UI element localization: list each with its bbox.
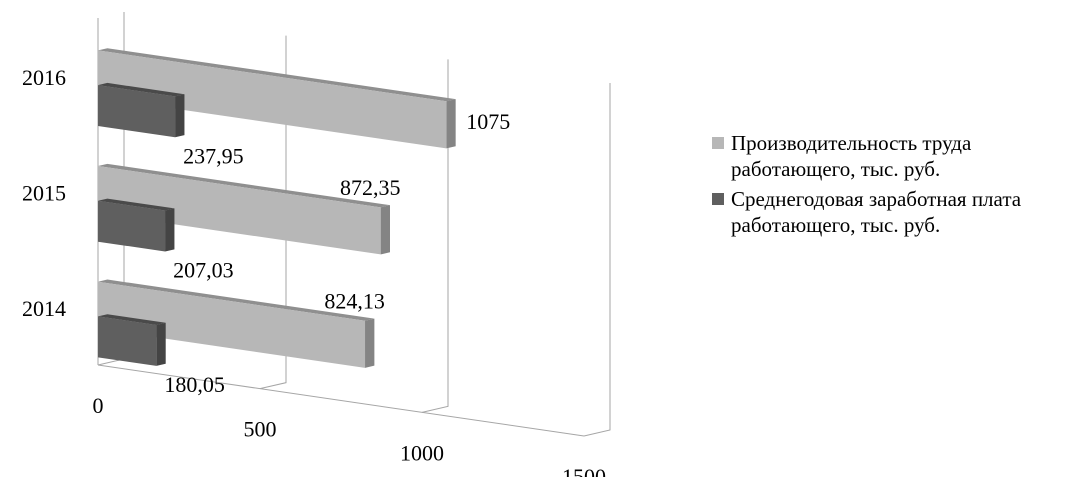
gridline-500 [259, 35, 287, 390]
y-category-label: 2014 [22, 296, 66, 321]
legend-swatch-salary [712, 193, 724, 205]
x-tick-label: 500 [244, 417, 277, 442]
x-tick-label: 1000 [400, 440, 444, 465]
legend-item-salary: Среднегодовая заработная плата работающе… [712, 186, 1062, 238]
y-category-label: 2015 [22, 181, 66, 206]
bar-end-productivity [446, 99, 456, 149]
legend-swatch-productivity [712, 137, 724, 149]
data-label-productivity: 1075 [466, 109, 510, 134]
bar-productivity [98, 50, 447, 149]
legend-item-productivity: Производительность труда работающего, ты… [712, 130, 1062, 182]
x-tick-label: 1500 [562, 464, 606, 477]
bar-end-productivity [365, 318, 375, 368]
y-category-label: 2016 [22, 65, 66, 90]
bar-salary [98, 85, 176, 138]
bar-productivity [98, 166, 381, 255]
gridline-1000 [421, 59, 449, 413]
bar-top-salary [98, 198, 175, 211]
legend-label-salary: Среднегодовая заработная плата работающе… [731, 187, 1022, 237]
bar-end-salary [165, 208, 175, 252]
bar-top-salary [98, 82, 185, 97]
bar-end-salary [175, 94, 185, 138]
bar-end-salary [156, 322, 166, 366]
chart-labels: 0 500 1000 1500 2014 824,13 180,05 2015 872,35 20… [22, 65, 606, 477]
bar-salary [98, 200, 166, 252]
bar-end-productivity [380, 205, 391, 255]
chart-bars [98, 48, 456, 368]
x-axis-line [97, 364, 585, 437]
x-tick-label: 0 [93, 393, 104, 418]
data-label-salary: 207,03 [173, 257, 234, 282]
bar-top-productivity [98, 163, 391, 208]
gridline-1500 [583, 83, 611, 437]
bar-top-productivity [98, 48, 456, 102]
bar-top-salary [98, 314, 166, 325]
bar-top-productivity [98, 279, 375, 321]
bar-salary [98, 316, 157, 366]
legend-label-productivity: Производительность труда работающего, ты… [731, 131, 972, 181]
chart-legend: Производительность труда работающего, ты… [712, 130, 1062, 242]
data-label-productivity: 872,35 [340, 175, 401, 200]
data-label-salary: 180,05 [164, 372, 225, 397]
data-label-salary: 237,95 [183, 143, 244, 168]
data-label-productivity: 824,13 [324, 289, 385, 314]
bar-productivity [98, 281, 366, 368]
